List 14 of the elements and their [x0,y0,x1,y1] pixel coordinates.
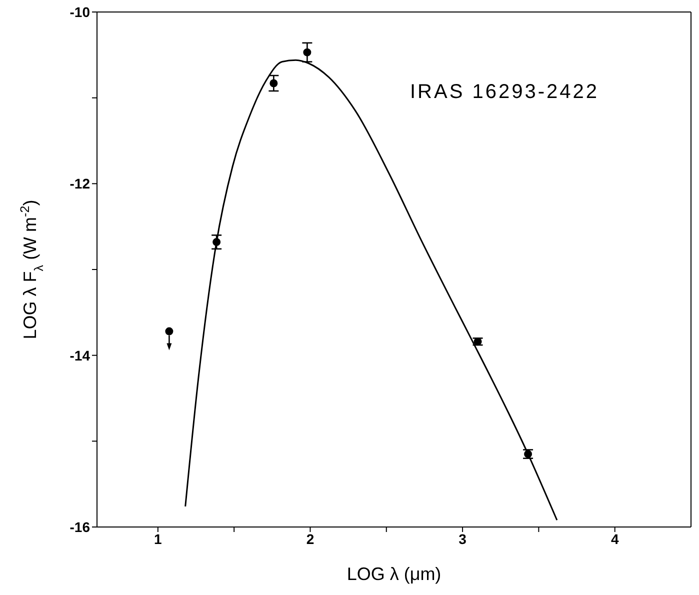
point [270,79,278,88]
point [212,238,221,246]
annotation: IRAS 16293-2422 [410,81,600,104]
x-tick-label: 1 [154,530,162,547]
y-tick-label: -16 [70,518,90,535]
x-axis-title: LOG λ (μm) [346,564,442,584]
point [303,48,312,56]
x-tick-label: 4 [610,530,619,547]
x-tick-label: 3 [458,530,467,547]
y-tick-label: -14 [70,347,90,364]
y-tick-label: -10 [70,4,90,20]
x-tick-label: 2 [306,530,314,547]
point [165,327,174,336]
y-tick-label: -12 [70,176,90,192]
